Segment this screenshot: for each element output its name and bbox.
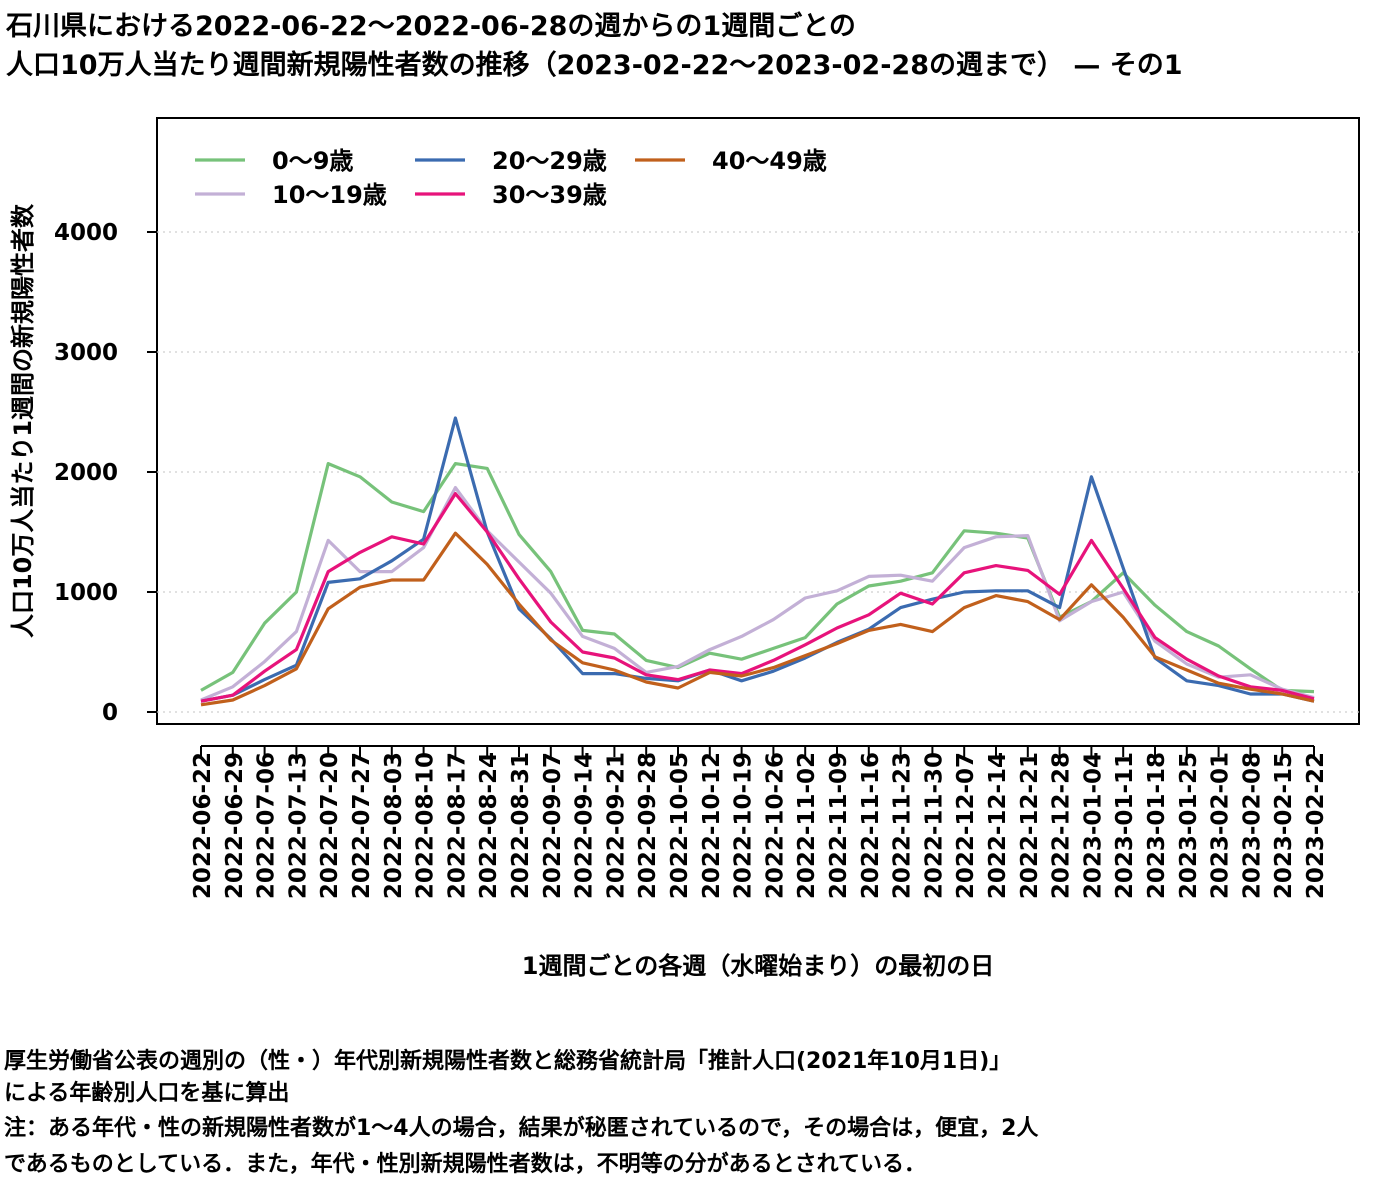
chart-title-line2: 人口10万人当たり週間新規陽性者数の推移（2023-02-22〜2023-02-… — [6, 50, 1183, 81]
note-line4: であるものとしている．また，年代・性別新規陽性者数は，不明等の分があるとされてい… — [4, 1152, 927, 1177]
x-tick-label: 2022-12-28 — [1049, 752, 1075, 899]
legend-label: 10〜19歳 — [272, 181, 387, 209]
x-tick-label: 2022-09-21 — [603, 752, 629, 899]
y-tick-label: 4000 — [54, 220, 118, 246]
x-tick-label: 2022-12-21 — [1017, 752, 1043, 899]
series-line — [200, 531, 1315, 707]
x-tick-label: 2022-10-12 — [699, 752, 725, 899]
x-tick-label: 2023-02-08 — [1239, 752, 1265, 899]
legend: 0〜9歳 10〜19歳 20〜29歳 30〜39歳 40〜49歳 — [195, 147, 827, 209]
series-line — [200, 492, 1315, 703]
legend-label: 20〜29歳 — [492, 147, 607, 175]
y-axis-ticks: 0 1000 2000 3000 4000 — [54, 220, 157, 726]
note-line1: 厚生労働省公表の週別の（性・）年代別新規陽性者数と総務省統計局「推計人口(202… — [4, 1049, 1012, 1074]
legend-label: 40〜49歳 — [712, 147, 827, 175]
plot-frame — [156, 117, 1360, 725]
x-tick-label: 2022-11-30 — [921, 752, 947, 899]
x-tick-label: 2022-07-20 — [317, 752, 343, 899]
y-tick-label: 1000 — [54, 580, 118, 606]
x-tick-label: 2023-01-11 — [1112, 752, 1138, 899]
series-line — [200, 486, 1315, 702]
x-tick-label: 2023-02-15 — [1271, 752, 1297, 899]
x-tick-label: 2022-08-10 — [413, 752, 439, 899]
x-tick-label: 2023-01-25 — [1176, 752, 1202, 899]
x-tick-label: 2022-08-17 — [444, 752, 470, 899]
note-line2: による年齢別人口を基に算出 — [4, 1081, 290, 1106]
series-line — [200, 462, 1315, 694]
x-tick-label: 2023-02-22 — [1303, 752, 1329, 899]
x-tick-label: 2022-12-14 — [985, 752, 1011, 899]
y-tick-label: 3000 — [54, 340, 118, 366]
x-tick-label: 2022-11-09 — [826, 752, 852, 899]
x-tick-label: 2022-07-06 — [254, 752, 280, 899]
x-tick-label: 2022-09-14 — [572, 752, 598, 899]
x-tick-label: 2022-06-22 — [190, 752, 216, 899]
grid-lines — [157, 231, 1359, 713]
x-tick-label: 2022-07-27 — [349, 752, 375, 899]
x-tick-label: 2023-02-01 — [1208, 752, 1234, 899]
series-line — [200, 416, 1315, 703]
x-tick-label: 2022-11-02 — [794, 752, 820, 899]
chart-title-line1: 石川県における2022-06-22〜2022-06-28の週からの1週間ごとの — [6, 11, 856, 42]
x-tick-label: 2022-12-07 — [953, 752, 979, 899]
x-axis-ticks: 2022-06-22 2022-06-29 2022-07-06 2022-07-13… — [190, 745, 1329, 899]
x-tick-label: 2022-11-16 — [858, 752, 884, 899]
x-tick-label: 2022-09-07 — [540, 752, 566, 899]
x-tick-label: 2022-10-19 — [731, 752, 757, 899]
x-tick-label: 2022-08-31 — [508, 752, 534, 899]
legend-label: 0〜9歳 — [272, 147, 353, 175]
x-tick-label: 2022-07-13 — [285, 752, 311, 899]
y-tick-label: 0 — [102, 700, 118, 726]
note-line3: 注：ある年代・性の新規陽性者数が1〜4人の場合，結果が秘匿されているので，その場… — [4, 1116, 1039, 1141]
x-axis-label: 1週間ごとの各週（水曜始まり）の最初の日 — [522, 952, 994, 980]
x-tick-label: 2022-08-24 — [476, 752, 502, 899]
x-tick-label: 2022-09-28 — [635, 752, 661, 899]
x-tick-label: 2022-11-23 — [890, 752, 916, 899]
legend-label: 30〜39歳 — [492, 181, 607, 209]
x-tick-label: 2022-08-03 — [381, 752, 407, 899]
y-tick-label: 2000 — [54, 460, 118, 486]
x-tick-label: 2022-10-05 — [667, 752, 693, 899]
series-lines — [200, 416, 1315, 707]
x-tick-label: 2022-10-26 — [762, 752, 788, 899]
x-tick-label: 2023-01-04 — [1080, 752, 1106, 899]
x-tick-label: 2022-06-29 — [222, 752, 248, 899]
y-axis-label: 人口10万人当たり1週間の新規陽性者数 — [9, 203, 37, 638]
x-tick-label: 2023-01-18 — [1144, 752, 1170, 899]
